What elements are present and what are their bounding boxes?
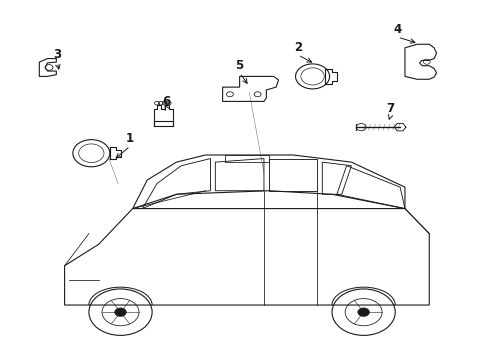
Text: 6: 6 (162, 95, 170, 108)
Text: 5: 5 (235, 59, 243, 72)
Text: 1: 1 (126, 132, 134, 145)
Text: 4: 4 (393, 23, 401, 36)
Text: 7: 7 (386, 102, 394, 115)
Circle shape (357, 308, 369, 316)
Text: 2: 2 (293, 41, 302, 54)
Text: 3: 3 (53, 49, 61, 62)
Circle shape (115, 308, 126, 316)
